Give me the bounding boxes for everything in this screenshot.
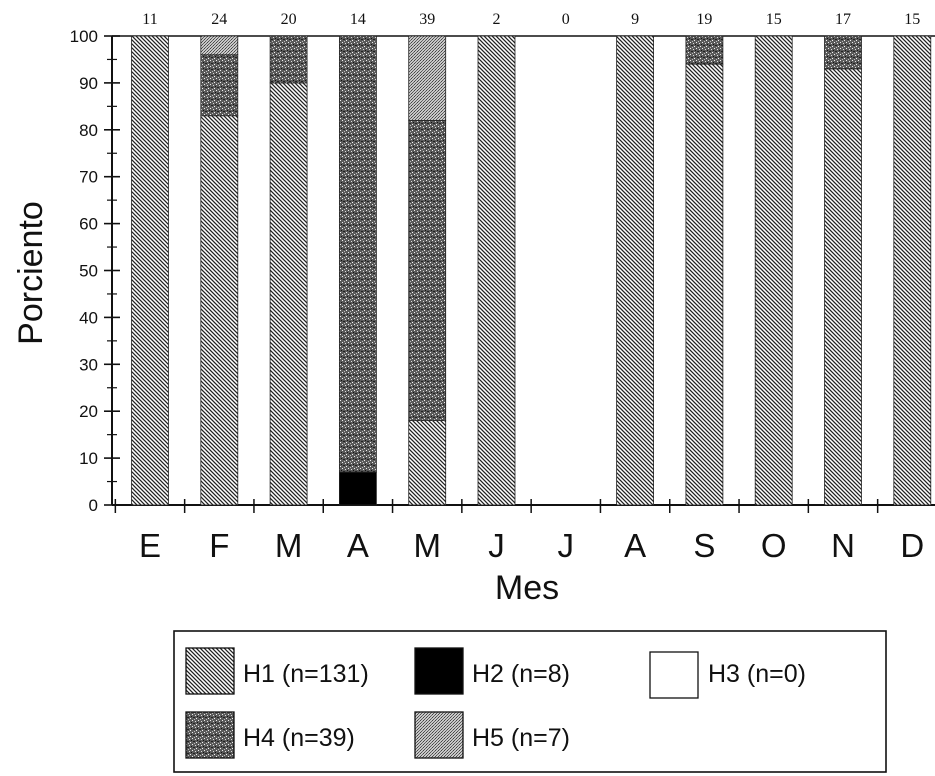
y-tick-label: 0 (89, 496, 98, 515)
count-label: 15 (766, 11, 782, 28)
bar-segment (685, 35, 724, 65)
x-tick-label: M (413, 527, 441, 564)
bar-segment (685, 63, 724, 506)
bar-segment (477, 35, 516, 506)
y-tick-label: 70 (79, 168, 98, 187)
count-label: 17 (835, 11, 851, 28)
y-tick-label: 30 (79, 355, 98, 374)
x-tick-label: N (831, 527, 855, 564)
bar-segment (200, 54, 239, 117)
x-tick-label: S (693, 527, 715, 564)
count-label: 24 (211, 11, 227, 28)
bar-segment (616, 35, 654, 506)
legend-swatch (414, 647, 464, 695)
x-tick-label: F (209, 527, 229, 564)
x-tick-label: E (139, 527, 161, 564)
y-tick-label: 50 (79, 262, 98, 281)
bar-segment (269, 35, 308, 84)
legend-label: H5 (n=7) (472, 724, 570, 752)
legend-label: H1 (n=131) (243, 660, 369, 688)
bar-segment (408, 35, 447, 121)
legend-frame (173, 630, 887, 773)
legend-label: H4 (n=39) (243, 724, 355, 752)
x-tick-label: J (558, 527, 575, 564)
count-label: 2 (493, 11, 501, 28)
bar-segment (824, 68, 862, 506)
bar-segment (338, 471, 377, 506)
count-label: 39 (419, 11, 435, 28)
y-tick-label: 10 (79, 449, 98, 468)
bar-segment (408, 120, 447, 421)
x-tick-label: A (624, 527, 646, 564)
x-tick-label: D (900, 527, 924, 564)
bar-segment (893, 35, 932, 506)
legend-label: H2 (n=8) (472, 660, 570, 688)
y-tick-label: 100 (70, 27, 98, 46)
legend-swatch (185, 647, 235, 695)
legend-swatch (185, 711, 235, 759)
count-label: 11 (142, 11, 157, 28)
legend: H1 (n=131) H2 (n=8) H3 (n=0) H4 (n=39) H5 (n… (173, 630, 887, 773)
bar-segment (824, 35, 862, 70)
x-axis-title: Mes (495, 569, 559, 607)
labels: 0 10 20 30 40 50 60 70 80 90 100 11 E 24 F 20 M 14 A 39 M 2 J 0… (70, 11, 925, 564)
axes (104, 35, 935, 513)
bar-segment (338, 35, 377, 473)
x-tick-label: M (275, 527, 303, 564)
y-tick-label: 20 (79, 402, 98, 421)
count-label: 20 (281, 11, 297, 28)
legend-label: H3 (n=0) (708, 660, 806, 688)
count-label: 15 (904, 11, 920, 28)
bar-segment (200, 115, 239, 506)
count-label: 9 (631, 11, 639, 28)
bar-segment (754, 35, 793, 506)
y-tick-label: 60 (79, 215, 98, 234)
bar-segment (269, 82, 308, 506)
bar-segment (200, 35, 239, 56)
legend-swatch (649, 651, 699, 699)
y-axis-title: Porciento (12, 201, 50, 345)
bar-segment (131, 35, 169, 506)
x-tick-label: J (488, 527, 505, 564)
y-tick-label: 90 (79, 74, 98, 93)
x-tick-label: A (347, 527, 369, 564)
x-tick-label: O (761, 527, 787, 564)
bar-segment (408, 420, 447, 506)
count-label: 14 (350, 11, 366, 28)
legend-swatch (414, 711, 464, 759)
count-label: 0 (562, 11, 570, 28)
bars (131, 35, 932, 506)
y-tick-label: 40 (79, 308, 98, 327)
y-tick-label: 80 (79, 121, 98, 140)
count-label: 19 (696, 11, 712, 28)
